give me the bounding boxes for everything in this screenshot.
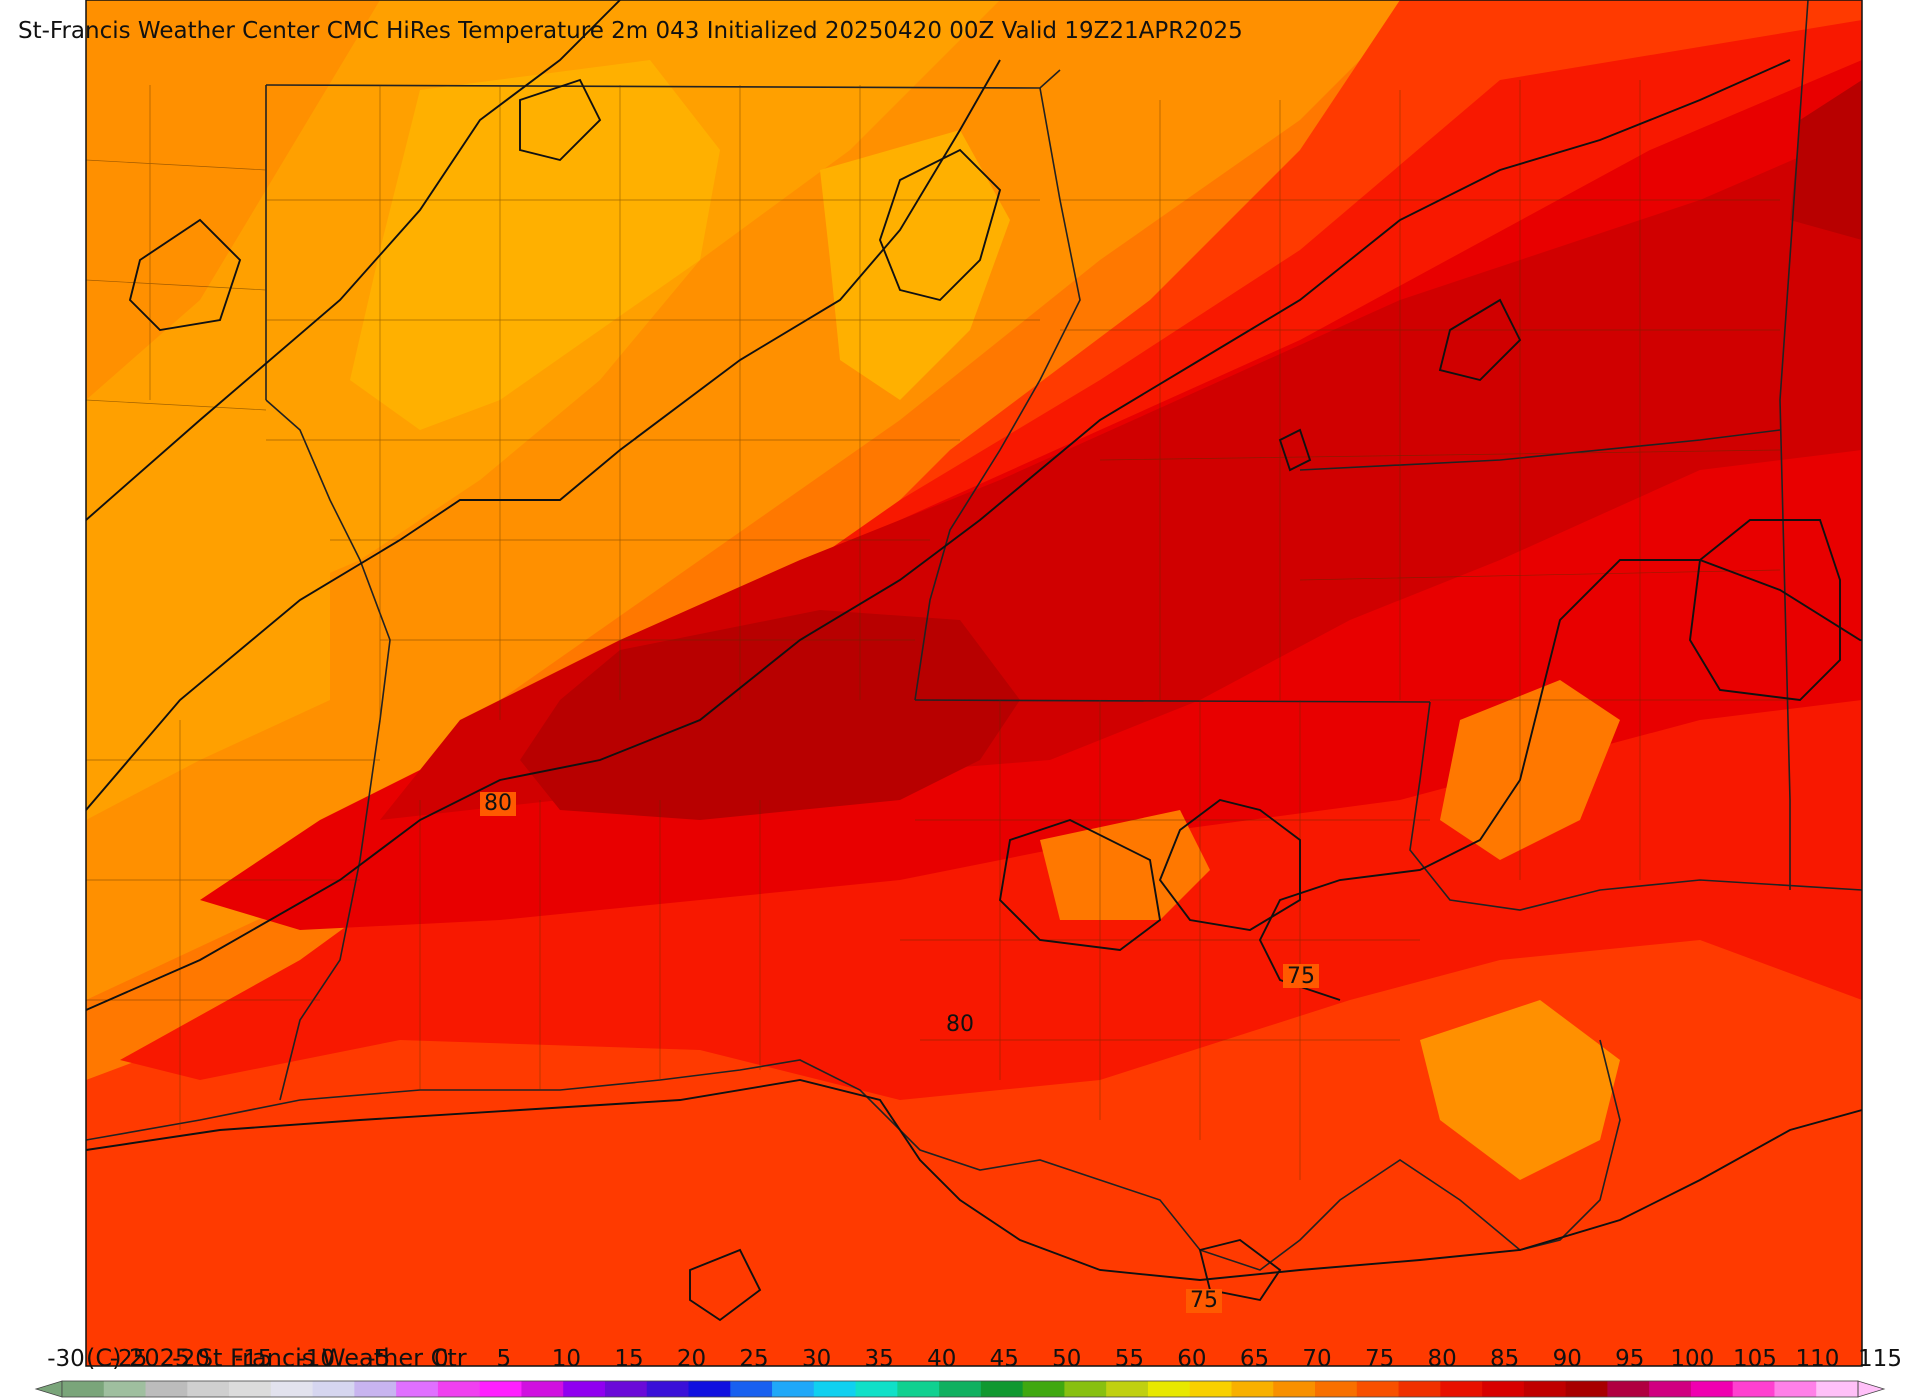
colorbar-swatch (1523, 1381, 1567, 1397)
colorbar-tick-label: -5 (367, 1346, 391, 1372)
map-frame (85, 0, 1863, 1367)
colorbar-tick-label: 15 (614, 1346, 644, 1372)
colorbar-swatch (437, 1381, 481, 1397)
colorbar-swatch (1732, 1381, 1775, 1397)
colorbar-swatch (772, 1381, 815, 1397)
colorbar-tick-label: -30 (47, 1346, 85, 1372)
colorbar-tick-label: 25 (739, 1346, 769, 1372)
colorbar-tick-label: -15 (234, 1346, 273, 1372)
colorbar-tick-label: 60 (1177, 1346, 1207, 1372)
colorbar-swatch (62, 1381, 105, 1397)
contour-label: 80 (484, 791, 512, 816)
colorbar-swatch (1064, 1381, 1107, 1397)
colorbar-tick-label: 35 (864, 1346, 894, 1372)
colorbar-swatch (688, 1381, 731, 1397)
map-title: St-Francis Weather Center CMC HiRes Temp… (18, 18, 1243, 44)
colorbar-tick-label: 70 (1302, 1346, 1332, 1372)
contour-label: 75 (1287, 964, 1315, 989)
colorbar-swatch (897, 1381, 940, 1397)
colorbar-swatch (1440, 1381, 1483, 1397)
colorbar-swatch (1774, 1381, 1817, 1397)
colorbar-swatch (730, 1381, 773, 1397)
colorbar-frame (61, 1380, 1859, 1398)
colorbar-tick-label: 5 (496, 1346, 512, 1372)
contour-label: 80 (946, 1012, 974, 1037)
colorbar-tick-label: -20 (172, 1346, 210, 1372)
colorbar-swatch (1189, 1381, 1232, 1397)
colorbar-swatch (1356, 1381, 1400, 1397)
colorbar-high-arrow (1857, 1380, 1886, 1398)
colorbar-tick-label: 95 (1615, 1346, 1645, 1372)
colorbar-swatch (479, 1381, 522, 1397)
colorbar-tick-label: 80 (1427, 1346, 1457, 1372)
colorbar-tick-label: 90 (1552, 1346, 1582, 1372)
colorbar-swatch (1147, 1381, 1191, 1397)
temperature-shading (86, 0, 1862, 1366)
colorbar-swatch (187, 1381, 230, 1397)
colorbar-swatch (229, 1381, 272, 1397)
colorbar-swatch (939, 1381, 982, 1397)
colorbar-swatch (980, 1381, 1024, 1397)
colorbar-tick-label: 85 (1490, 1346, 1520, 1372)
colorbar-swatch (813, 1381, 857, 1397)
colorbar-swatch (396, 1381, 439, 1397)
colorbar-swatch (354, 1381, 397, 1397)
colorbar-swatch (1231, 1381, 1274, 1397)
colorbar-swatch (1106, 1381, 1149, 1397)
colorbar-swatch (312, 1381, 355, 1397)
temperature-contours (86, 0, 1862, 1322)
colorbar-swatch (1649, 1381, 1692, 1397)
colorbar-swatch (1022, 1381, 1065, 1397)
colorbar-swatch (1690, 1381, 1734, 1397)
colorbar-swatch (855, 1381, 898, 1397)
copyright-text: (C) 2025 St Francis Weather Ctr (86, 1344, 467, 1372)
colorbar-tick-label: 20 (676, 1346, 707, 1372)
colorbar-tick-label: 0 (433, 1346, 449, 1372)
colorbar-tick-label: 40 (927, 1346, 957, 1372)
colorbar-tick-label: 105 (1732, 1346, 1777, 1372)
colorbar-swatch (521, 1381, 564, 1397)
colorbar-low-arrow (34, 1380, 63, 1398)
colorbar-tick-label: 55 (1114, 1346, 1145, 1372)
colorbar-tick-label: 65 (1239, 1346, 1270, 1372)
colorbar-swatch (145, 1381, 188, 1397)
colorbar-swatch (1398, 1381, 1441, 1397)
county-borders (86, 80, 1790, 1180)
colorbar-swatch (563, 1381, 606, 1397)
contour-label: 75 (1190, 1288, 1218, 1313)
colorbar-tick-label: 115 (1858, 1346, 1902, 1372)
colorbar (34, 1380, 1886, 1398)
colorbar-tick-label: 50 (1052, 1346, 1082, 1372)
colorbar-tick-label: -10 (297, 1346, 335, 1372)
colorbar-swatch (1482, 1381, 1525, 1397)
colorbar-swatch (646, 1381, 690, 1397)
colorbar-swatch (1315, 1381, 1358, 1397)
colorbar-swatch (1607, 1381, 1650, 1397)
colorbar-swatch (270, 1381, 314, 1397)
colorbar-swatch (103, 1381, 147, 1397)
colorbar-swatch (1565, 1381, 1608, 1397)
colorbar-tick-label: 75 (1364, 1346, 1395, 1372)
colorbar-tick-label: -25 (109, 1346, 148, 1372)
contour-labels: 80 80 75 75 (480, 791, 1319, 1313)
colorbar-tick-label: 100 (1670, 1346, 1715, 1372)
colorbar-tick-label: 45 (989, 1346, 1019, 1372)
colorbar-swatch (1816, 1381, 1859, 1397)
colorbar-tick-labels: -30 -25 -20 -15 -10 -5 0 5 10 15 20 25 30 35 40 45 50 55 6… (0, 1346, 1920, 1376)
colorbar-tick-label: 30 (801, 1346, 832, 1372)
colorbar-swatch (604, 1381, 648, 1397)
colorbar-tick-label: 110 (1795, 1346, 1840, 1372)
colorbar-swatch (1273, 1381, 1316, 1397)
colorbar-tick-label: 10 (551, 1346, 582, 1372)
